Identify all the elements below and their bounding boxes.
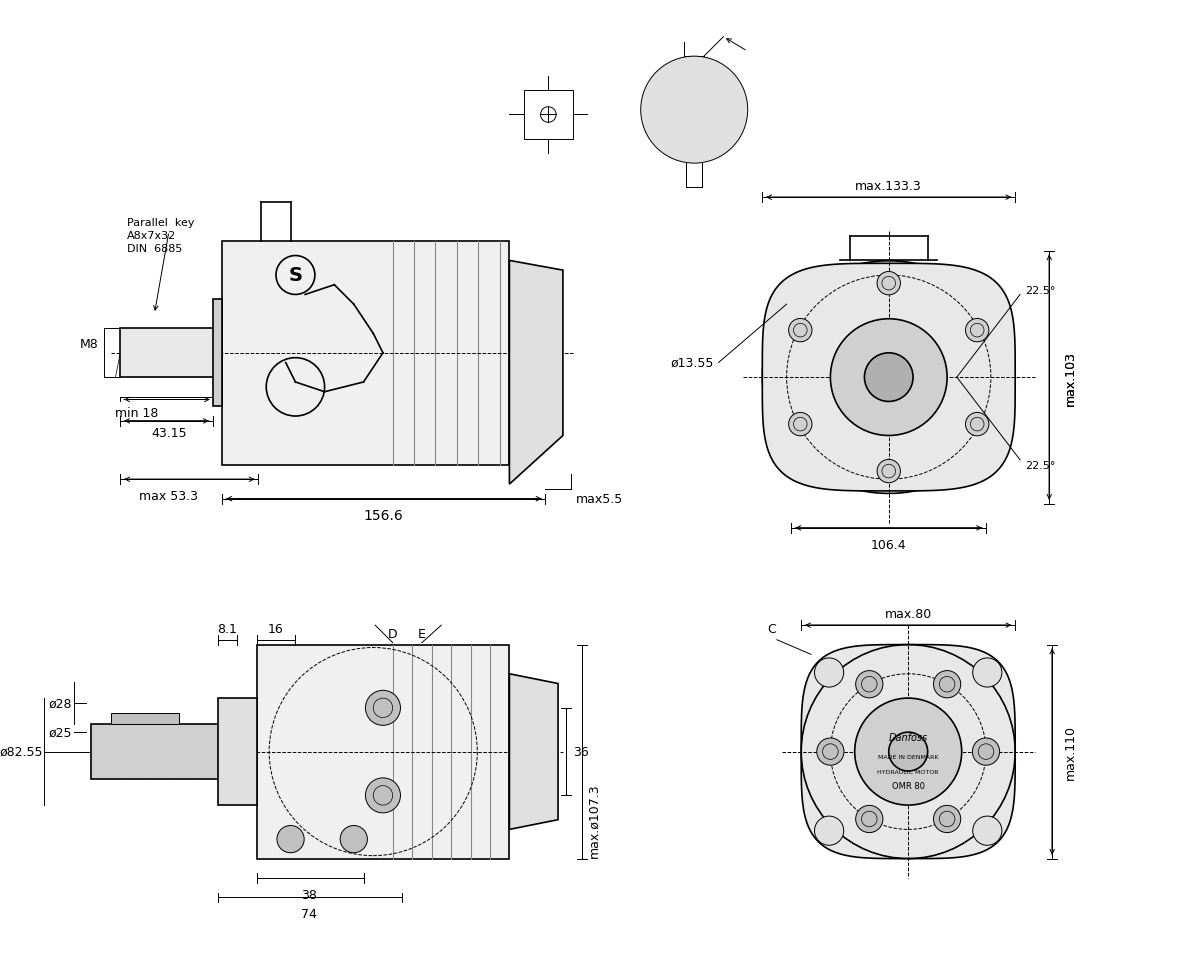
Text: max5.5: max5.5 xyxy=(576,492,623,506)
Circle shape xyxy=(815,658,844,688)
Circle shape xyxy=(815,816,844,845)
Text: 22.5°: 22.5° xyxy=(1025,285,1055,295)
Text: HYDRAULIC MOTOR: HYDRAULIC MOTOR xyxy=(877,769,938,774)
Text: E: E xyxy=(418,627,426,640)
Circle shape xyxy=(973,816,1002,845)
Circle shape xyxy=(889,733,928,771)
Polygon shape xyxy=(217,699,257,805)
Text: OMR 80: OMR 80 xyxy=(892,782,925,790)
Circle shape xyxy=(877,460,900,484)
Circle shape xyxy=(966,413,989,437)
Text: max.133.3: max.133.3 xyxy=(856,180,922,193)
Circle shape xyxy=(972,739,1000,765)
Polygon shape xyxy=(110,713,179,725)
Circle shape xyxy=(877,273,900,295)
Text: S: S xyxy=(288,266,302,285)
Circle shape xyxy=(934,671,961,699)
Text: 38: 38 xyxy=(301,888,317,901)
Text: max.110: max.110 xyxy=(1064,724,1076,780)
Polygon shape xyxy=(120,329,222,378)
Text: MADE IN DENMARK: MADE IN DENMARK xyxy=(878,754,938,759)
Circle shape xyxy=(366,778,401,813)
Circle shape xyxy=(277,826,304,853)
Circle shape xyxy=(973,658,1002,688)
Text: max.80: max.80 xyxy=(884,608,932,620)
Circle shape xyxy=(966,319,989,343)
Text: 74: 74 xyxy=(301,908,317,920)
Circle shape xyxy=(788,413,812,437)
Circle shape xyxy=(340,826,367,853)
Circle shape xyxy=(830,319,947,436)
Circle shape xyxy=(934,806,961,832)
Text: 36: 36 xyxy=(572,745,588,758)
Text: 16: 16 xyxy=(268,622,284,635)
Text: min 18: min 18 xyxy=(115,406,158,420)
Text: C: C xyxy=(768,622,776,635)
Circle shape xyxy=(854,699,961,805)
Text: max.103: max.103 xyxy=(1064,351,1076,405)
Polygon shape xyxy=(91,725,227,779)
Polygon shape xyxy=(212,300,222,406)
Circle shape xyxy=(788,319,812,343)
Text: 8.1: 8.1 xyxy=(217,622,238,635)
Text: 106.4: 106.4 xyxy=(871,538,906,551)
Polygon shape xyxy=(510,261,563,485)
Circle shape xyxy=(864,354,913,402)
Circle shape xyxy=(641,57,748,164)
Text: max.103: max.103 xyxy=(1064,351,1076,405)
Polygon shape xyxy=(802,645,1015,859)
Text: ø25: ø25 xyxy=(48,726,72,739)
Text: max.ø107.3: max.ø107.3 xyxy=(587,783,600,857)
Text: 156.6: 156.6 xyxy=(364,509,403,523)
Polygon shape xyxy=(510,674,558,829)
Polygon shape xyxy=(257,645,510,859)
Text: M8: M8 xyxy=(80,337,98,350)
Polygon shape xyxy=(762,264,1015,491)
Text: 43.15: 43.15 xyxy=(151,426,187,440)
Circle shape xyxy=(366,691,401,726)
Text: Parallel  key
A8x7x32
DIN  6885: Parallel key A8x7x32 DIN 6885 xyxy=(127,218,194,254)
Text: max 53.3: max 53.3 xyxy=(139,489,198,502)
Text: ø82.55: ø82.55 xyxy=(0,745,42,758)
Text: Danfoss: Danfoss xyxy=(888,732,928,743)
Circle shape xyxy=(856,806,883,832)
Polygon shape xyxy=(762,262,1015,494)
Polygon shape xyxy=(222,241,510,465)
Circle shape xyxy=(817,739,844,765)
Text: ø28: ø28 xyxy=(48,697,72,709)
Text: D: D xyxy=(388,627,397,640)
Text: 22.5°: 22.5° xyxy=(1025,460,1055,470)
Text: ø13.55: ø13.55 xyxy=(671,357,714,369)
Circle shape xyxy=(856,671,883,699)
